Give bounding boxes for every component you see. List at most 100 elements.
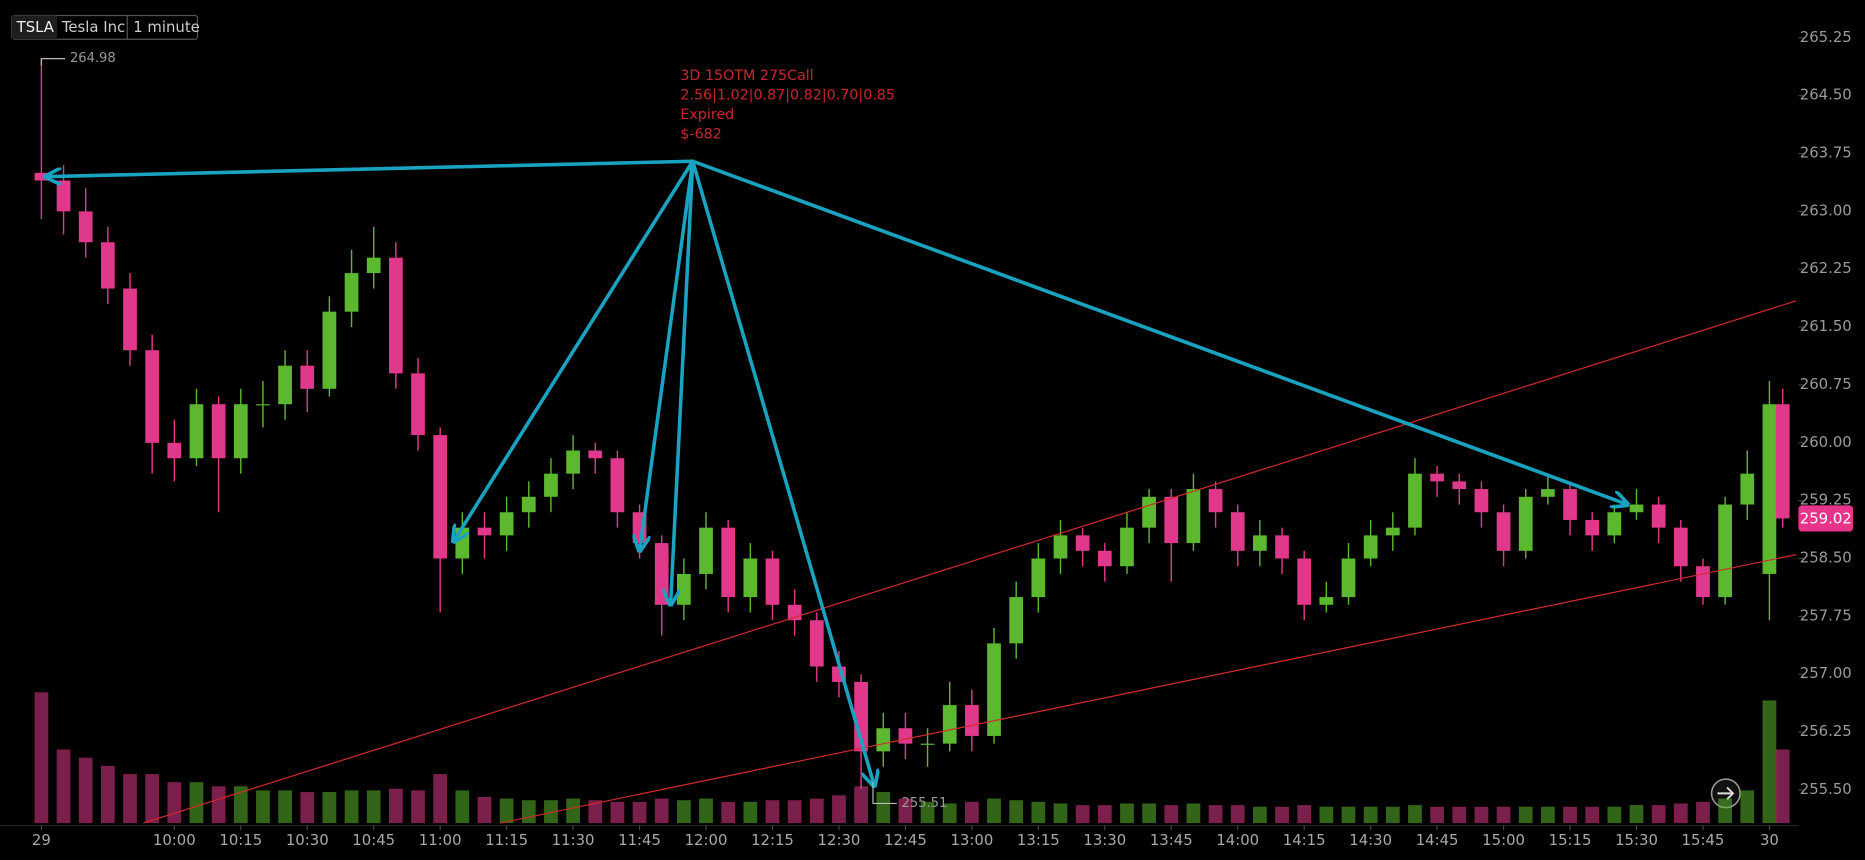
volume-bar [765, 800, 780, 824]
x-tick-label: 15:00 [1482, 831, 1525, 849]
candle-body [898, 728, 913, 744]
annotation-text: $-682 [680, 126, 721, 142]
volume-bar [322, 792, 337, 824]
candle-body [809, 620, 824, 667]
annotation-text: 2.56|1.02|0.87|0.82|0.70|0.85 [680, 88, 895, 104]
candle-body [1208, 489, 1223, 513]
y-tick-label: 261.50 [1800, 317, 1852, 335]
high-marker [40, 58, 66, 66]
volume-bar [499, 798, 514, 824]
candles [34, 58, 1790, 824]
arrow [690, 159, 1628, 504]
candle-body [211, 404, 226, 459]
candle-body [167, 442, 182, 459]
volume-bar [167, 782, 182, 824]
volume-bar [388, 788, 403, 824]
candle-body [477, 527, 492, 536]
candle-body [1696, 566, 1710, 598]
y-tick-label: 260.75 [1800, 375, 1852, 393]
volume-bar [854, 786, 868, 824]
volume-bar [211, 786, 226, 824]
candle-body [1541, 489, 1555, 497]
candle-body [1009, 597, 1024, 644]
volume-bar [1208, 805, 1223, 824]
candle-body [123, 288, 137, 351]
candle-body [433, 435, 448, 559]
candle-body [189, 404, 204, 459]
volume-bar [1496, 806, 1511, 824]
candle-body [1253, 535, 1267, 551]
volume-bar [876, 792, 891, 824]
y-tick-label: 264.50 [1800, 86, 1852, 104]
candle-body [1496, 512, 1511, 551]
volume-bar [743, 801, 758, 824]
candle-body [499, 512, 514, 536]
candle-body [1186, 489, 1201, 544]
candle-body [1230, 512, 1245, 551]
volume-bar [145, 774, 160, 824]
candle-body [1775, 404, 1790, 519]
button-arrow [1717, 786, 1735, 800]
candle-body [965, 705, 979, 736]
candle-body [233, 404, 248, 459]
volume-bar [455, 790, 470, 824]
x-tick-label: 13:30 [1083, 831, 1126, 849]
volume-bar [1762, 700, 1777, 824]
symbol-box[interactable] [11, 15, 58, 40]
volume-bar [898, 798, 913, 824]
x-tick-label: 11:45 [618, 831, 661, 849]
volume-bar [1408, 805, 1422, 824]
candle-body [1275, 535, 1289, 559]
interval[interactable]: 1 minute [133, 18, 200, 36]
candle-body [1075, 535, 1090, 551]
volume-bar [411, 790, 425, 824]
volume-bar [1474, 806, 1489, 824]
volume-bar [477, 796, 492, 824]
candle-body [566, 450, 580, 474]
arrow [46, 159, 695, 176]
candle-body [987, 643, 1001, 736]
candle-body [1385, 527, 1400, 536]
volume-bar [1775, 749, 1790, 824]
candle-body [1142, 496, 1156, 528]
volume-bar [566, 798, 580, 824]
y-tick-label: 256.25 [1800, 722, 1852, 740]
volume-bar [544, 800, 558, 824]
x-tick-label: 13:00 [950, 831, 993, 849]
candle-body [278, 365, 292, 405]
header: TSLA Tesla Inc 1 minute [11, 14, 200, 40]
y-tick-label: 258.50 [1800, 549, 1852, 567]
candle-body [1031, 558, 1046, 598]
candle-body [34, 172, 49, 181]
volume-bar [654, 798, 669, 824]
volume-bar [1186, 803, 1201, 824]
x-tick-label: 10:00 [153, 831, 196, 849]
candle-body [1607, 512, 1622, 536]
candle-body [322, 311, 337, 389]
volume-bar [942, 803, 957, 824]
volume-bar [233, 786, 248, 824]
volume-bar [832, 795, 846, 824]
candle-body [388, 257, 403, 374]
volume-bar [1230, 805, 1245, 824]
volume-bar [1673, 803, 1688, 824]
x-tick-label: 29 [32, 831, 51, 849]
price-tag-label: 259.02 [1800, 510, 1852, 528]
volume-bar [1297, 805, 1312, 824]
candle-body [1319, 597, 1334, 605]
volume-bar [1009, 800, 1024, 824]
volume-bar [1629, 805, 1644, 824]
volume-bar [56, 749, 71, 824]
volume-bar [256, 790, 270, 824]
arrow [640, 159, 695, 551]
volume-bar [1430, 806, 1444, 824]
volume-bar [1385, 806, 1400, 824]
candle-body [1452, 481, 1467, 490]
volume-bar [1164, 805, 1179, 824]
volume-bar [1275, 806, 1289, 824]
volume-bar [721, 801, 736, 824]
volume-bar [123, 774, 137, 824]
x-tick-label: 15:45 [1682, 831, 1725, 849]
volume-bar [366, 790, 381, 824]
